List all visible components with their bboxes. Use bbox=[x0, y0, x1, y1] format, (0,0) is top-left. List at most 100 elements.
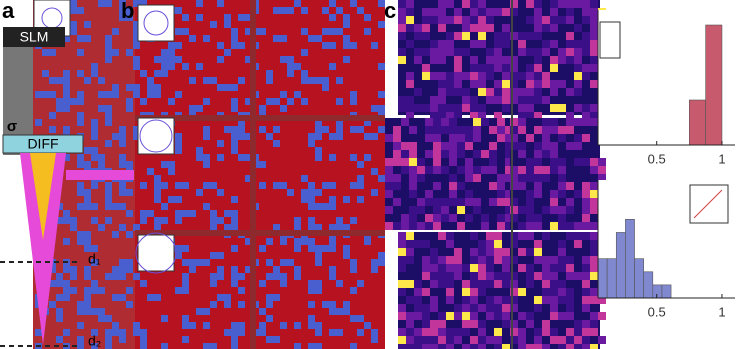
pattern-pixel bbox=[119, 133, 126, 140]
pattern-pixel bbox=[280, 322, 287, 329]
heatmap-pixel bbox=[550, 150, 558, 158]
pattern-pixel bbox=[343, 301, 350, 308]
heatmap-pixel bbox=[518, 336, 526, 344]
pattern-pixel bbox=[77, 336, 84, 343]
pattern-pixel bbox=[266, 259, 273, 266]
pattern-pixel bbox=[259, 182, 266, 189]
pattern-pixel bbox=[49, 77, 56, 84]
pattern-pixel bbox=[49, 112, 56, 119]
heatmap-pixel bbox=[526, 206, 534, 214]
pattern-pixel bbox=[308, 343, 315, 349]
heatmap-pixel bbox=[489, 158, 497, 166]
heatmap-pixel bbox=[502, 40, 510, 48]
heatmap-pixel bbox=[406, 312, 414, 320]
heatmap-pixel bbox=[494, 272, 502, 280]
pattern-pixel bbox=[308, 182, 315, 189]
heatmap-pixel bbox=[534, 32, 542, 40]
heatmap-pixel bbox=[398, 304, 406, 312]
heatmap-pixel bbox=[518, 142, 526, 150]
heatmap-pixel bbox=[470, 64, 478, 72]
heatmap-pixel bbox=[542, 118, 550, 126]
pattern-pixel bbox=[175, 147, 182, 154]
heatmap-pixel bbox=[534, 174, 542, 182]
pattern-pixel bbox=[168, 63, 175, 70]
heatmap-pixel bbox=[494, 344, 502, 349]
heatmap-pixel bbox=[401, 142, 409, 150]
heatmap-pixel bbox=[470, 280, 478, 288]
heatmap-pixel bbox=[430, 8, 438, 16]
panel-label: c bbox=[384, 0, 396, 23]
pattern-pixel bbox=[91, 119, 98, 126]
pattern-pixel bbox=[126, 49, 133, 56]
pattern-pixel bbox=[329, 182, 336, 189]
heatmap-pixel bbox=[406, 344, 414, 349]
heatmap-pixel bbox=[502, 320, 510, 328]
heatmap-pixel bbox=[425, 166, 433, 174]
pattern-pixel bbox=[364, 133, 371, 140]
heatmap-pixel bbox=[582, 288, 590, 296]
heatmap-pixel bbox=[457, 126, 465, 134]
pattern-pixel bbox=[140, 329, 147, 336]
heatmap-pixel bbox=[510, 336, 518, 344]
heatmap-pixel bbox=[510, 126, 518, 134]
heatmap-pixel bbox=[582, 118, 590, 126]
heatmap-pixel bbox=[449, 118, 457, 126]
pattern-pixel bbox=[217, 140, 224, 147]
pattern-pixel bbox=[287, 7, 294, 14]
heatmap-pixel bbox=[566, 8, 574, 16]
heatmap-pixel bbox=[494, 96, 502, 104]
pattern-pixel bbox=[112, 294, 119, 301]
heatmap-pixel bbox=[550, 222, 558, 230]
heatmap-pixel bbox=[398, 312, 406, 320]
heatmap-pixel bbox=[414, 104, 422, 112]
heatmap-pixel bbox=[502, 88, 510, 96]
heatmap-pixel bbox=[398, 256, 406, 264]
pattern-pixel bbox=[175, 217, 182, 224]
pattern-pixel bbox=[238, 77, 245, 84]
heatmap-pixel bbox=[398, 240, 406, 248]
pattern-pixel bbox=[238, 301, 245, 308]
heatmap-pixel bbox=[534, 182, 542, 190]
pattern-pixel bbox=[105, 189, 112, 196]
heatmap-pixel bbox=[534, 214, 542, 222]
pattern-pixel bbox=[77, 49, 84, 56]
pattern-pixel bbox=[245, 266, 252, 273]
pattern-pixel bbox=[343, 42, 350, 49]
pattern-pixel bbox=[84, 147, 91, 154]
pattern-pixel bbox=[63, 287, 70, 294]
pattern-pixel bbox=[56, 315, 63, 322]
heatmap-pixel bbox=[582, 104, 590, 112]
heatmap-pixel bbox=[574, 64, 582, 72]
pattern-pixel bbox=[154, 84, 161, 91]
pattern-pixel bbox=[147, 77, 154, 84]
heatmap-pixel bbox=[406, 280, 414, 288]
pattern-pixel bbox=[84, 238, 91, 245]
pattern-pixel bbox=[175, 28, 182, 35]
heatmap-pixel bbox=[598, 296, 606, 304]
heatmap-pixel bbox=[518, 232, 526, 240]
pattern-pixel bbox=[161, 343, 168, 349]
pattern-pixel bbox=[336, 98, 343, 105]
heatmap-pixel bbox=[566, 264, 574, 272]
heatmap-pixel bbox=[590, 312, 598, 320]
pattern-pixel bbox=[259, 245, 266, 252]
pattern-pixel bbox=[91, 154, 98, 161]
heatmap-pixel bbox=[550, 64, 558, 72]
pattern-pixel bbox=[91, 147, 98, 154]
pattern-pixel bbox=[126, 84, 133, 91]
grid-gap bbox=[135, 115, 385, 121]
pattern-pixel bbox=[210, 21, 217, 28]
pattern-pixel bbox=[308, 140, 315, 147]
heatmap-pixel bbox=[534, 16, 542, 24]
pattern-pixel bbox=[259, 105, 266, 112]
pattern-pixel bbox=[182, 182, 189, 189]
heatmap-pixel bbox=[518, 88, 526, 96]
pattern-pixel bbox=[161, 203, 168, 210]
pattern-pixel bbox=[105, 0, 112, 7]
heatmap-pixel bbox=[510, 96, 518, 104]
pattern-pixel bbox=[378, 21, 385, 28]
bar bbox=[625, 219, 635, 299]
x-tick-label: 0.5 bbox=[648, 151, 666, 166]
heatmap-pixel bbox=[518, 222, 526, 230]
heatmap-pixel bbox=[430, 264, 438, 272]
